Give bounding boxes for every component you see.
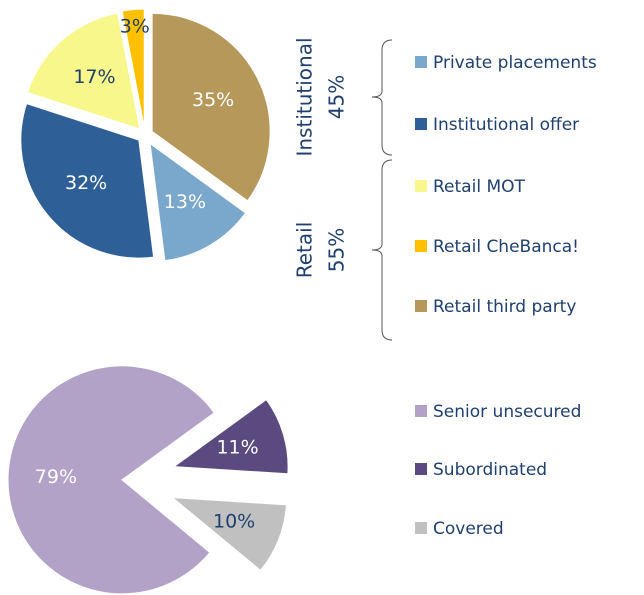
legend-label: Retail CheBanca!: [433, 237, 579, 257]
pie-slice: [171, 497, 287, 572]
slice-label: 3%: [120, 16, 150, 38]
legend-swatch: [415, 180, 427, 192]
group-bracket: [371, 159, 393, 341]
legend-swatch: [415, 522, 427, 534]
legend-swatch: [415, 300, 427, 312]
slice-label: 10%: [213, 511, 255, 533]
pie-slice: [26, 12, 141, 130]
legend-swatch: [415, 118, 427, 130]
slice-label: 11%: [216, 437, 258, 459]
slice-label: 13%: [164, 191, 206, 213]
legend-swatch: [415, 240, 427, 252]
legend-label: Retail MOT: [433, 177, 525, 197]
group-name: Retail: [293, 222, 317, 279]
legend-label: Retail third party: [433, 297, 576, 317]
slice-label: 79%: [35, 466, 77, 488]
pie-slice: [151, 12, 271, 202]
group-value: 55%: [325, 228, 349, 272]
legend-swatch: [415, 463, 427, 475]
group-value: 45%: [325, 75, 349, 119]
group-bracket: [371, 39, 393, 156]
slice-label: 17%: [73, 66, 115, 88]
legend-swatch: [415, 56, 427, 68]
legend-swatch: [415, 405, 427, 417]
legend-label: Covered: [433, 519, 504, 539]
slice-label: 35%: [192, 89, 234, 111]
legend-label: Private placements: [433, 53, 597, 73]
slice-label: 32%: [65, 172, 107, 194]
group-name: Institutional: [293, 37, 317, 156]
legend-label: Subordinated: [433, 460, 547, 480]
pie-slice: [149, 142, 247, 262]
pie-slice: [20, 103, 155, 259]
legend-label: Institutional offer: [433, 115, 579, 135]
pie-slice: [121, 8, 145, 128]
pie-slice: [7, 365, 215, 595]
legend-label: Senior unsecured: [433, 402, 581, 422]
pie-slice: [172, 398, 289, 475]
